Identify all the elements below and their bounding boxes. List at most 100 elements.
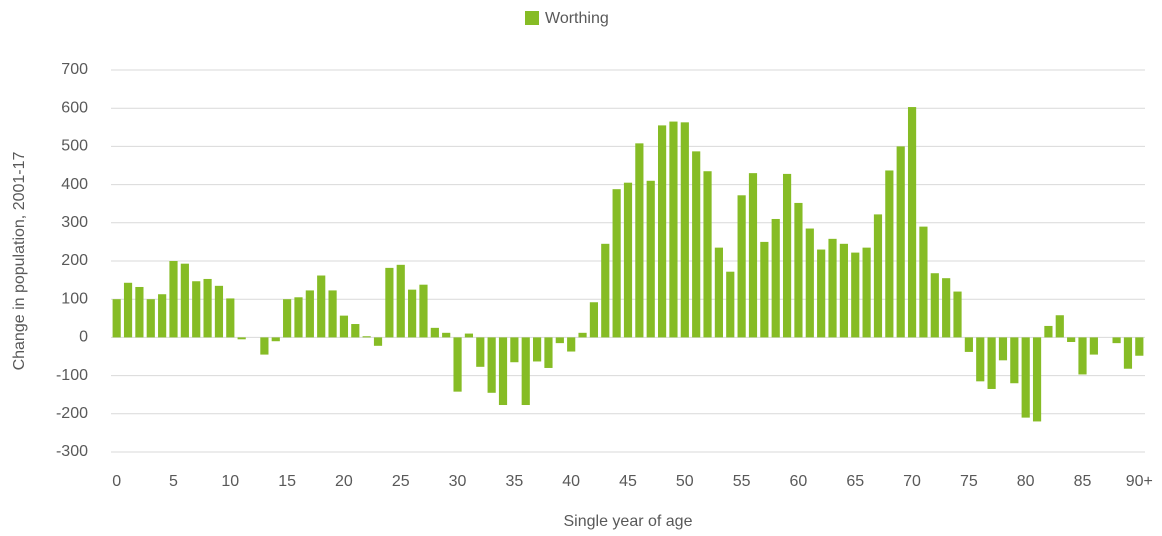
bar <box>544 337 553 368</box>
x-tick-label: 5 <box>169 473 178 490</box>
bar <box>135 286 144 338</box>
bar <box>305 290 314 338</box>
bar <box>328 290 337 338</box>
y-tick-label: 600 <box>61 99 88 116</box>
y-tick-label: 200 <box>61 252 88 269</box>
x-tick-label: 80 <box>1017 473 1035 490</box>
bar <box>862 247 871 338</box>
bar <box>919 226 928 338</box>
bar <box>260 337 269 355</box>
bar <box>1032 337 1042 422</box>
x-tick-label: 50 <box>676 473 694 490</box>
bar <box>828 238 837 338</box>
bar <box>692 151 701 338</box>
x-tick-label: 55 <box>733 473 751 490</box>
bar <box>657 125 667 338</box>
bar <box>294 297 303 338</box>
bar <box>510 337 519 363</box>
bar <box>646 180 655 338</box>
x-tick-label: 0 <box>112 473 121 490</box>
bar <box>942 278 951 338</box>
bar <box>362 336 371 338</box>
bar <box>464 333 474 338</box>
y-tick-label: 700 <box>61 61 88 78</box>
bar <box>726 271 735 338</box>
x-tick-label: 85 <box>1074 473 1092 490</box>
bar <box>907 107 917 338</box>
x-tick-label: 40 <box>562 473 580 490</box>
bar <box>1055 315 1064 338</box>
bar <box>612 189 621 338</box>
y-tick-label: -100 <box>56 367 88 384</box>
bar <box>964 337 973 352</box>
legend-swatch <box>525 11 539 25</box>
x-tick-label: 35 <box>505 473 523 490</box>
bar <box>737 195 746 338</box>
y-tick-label: 0 <box>79 329 88 346</box>
bar <box>1044 325 1053 338</box>
bar <box>453 337 462 392</box>
bar <box>1021 337 1030 418</box>
bar <box>794 202 803 338</box>
bar <box>408 289 417 338</box>
bar <box>930 273 939 338</box>
bar <box>283 299 292 338</box>
bar <box>805 228 814 338</box>
legend-label: Worthing <box>545 10 609 27</box>
y-tick-label: 300 <box>61 214 88 231</box>
bar <box>1089 337 1098 355</box>
bar <box>601 243 610 338</box>
bar <box>578 332 587 338</box>
bar <box>1010 337 1019 384</box>
bar <box>351 324 360 338</box>
bar <box>885 170 894 338</box>
x-tick-label: 10 <box>221 473 239 490</box>
bar <box>373 337 383 346</box>
bar <box>555 337 564 344</box>
bar <box>998 337 1008 361</box>
bar <box>1067 337 1076 342</box>
bar <box>498 337 508 406</box>
bar <box>817 249 826 338</box>
bar <box>703 171 712 338</box>
x-tick-label: 25 <box>392 473 410 490</box>
bar <box>203 278 212 338</box>
bar <box>385 267 394 338</box>
bar <box>771 218 780 338</box>
x-tick-label: 65 <box>846 473 864 490</box>
bar <box>896 146 905 338</box>
bar <box>158 294 167 338</box>
bar <box>396 264 405 338</box>
bar <box>112 299 121 338</box>
x-tick-label: 70 <box>903 473 921 490</box>
bar <box>589 302 599 338</box>
bar <box>487 337 496 393</box>
bar <box>748 173 758 338</box>
bar <box>339 315 349 338</box>
x-tick-label: 75 <box>960 473 978 490</box>
bar <box>782 173 792 338</box>
bar <box>214 285 224 338</box>
x-tick-label: 15 <box>278 473 296 490</box>
bar <box>873 214 883 338</box>
bar <box>669 121 678 338</box>
bar <box>635 143 644 338</box>
bar <box>476 337 485 367</box>
x-tick-label: 90+ <box>1126 473 1153 490</box>
x-tick-label: 30 <box>449 473 467 490</box>
bar <box>226 298 235 338</box>
bar <box>714 247 723 338</box>
bar <box>237 337 246 340</box>
bar <box>567 337 576 352</box>
x-tick-label: 20 <box>335 473 353 490</box>
bar <box>419 284 428 338</box>
bar <box>442 332 451 338</box>
bar <box>1078 337 1087 375</box>
bar <box>123 282 133 338</box>
bar <box>430 327 439 338</box>
y-tick-label: -300 <box>56 443 88 460</box>
y-tick-label: -200 <box>56 405 88 422</box>
bar <box>680 122 689 338</box>
y-tick-label: 400 <box>61 176 88 193</box>
